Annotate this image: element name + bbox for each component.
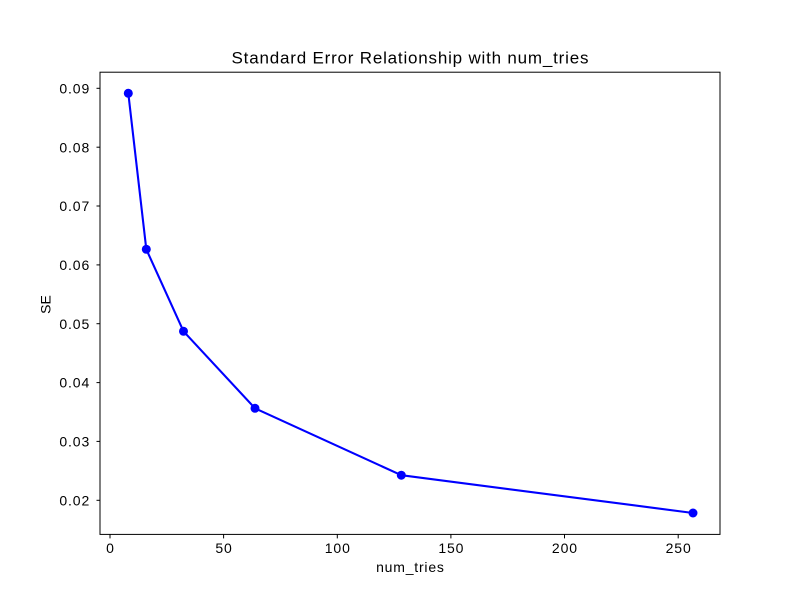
svg-text:0.04: 0.04 (59, 375, 90, 391)
svg-text:Standard Error Relationship wi: Standard Error Relationship with num_tri… (232, 48, 590, 67)
svg-text:0.08: 0.08 (59, 139, 90, 155)
svg-text:0.03: 0.03 (59, 434, 90, 450)
svg-text:0.02: 0.02 (59, 492, 90, 508)
svg-text:0.06: 0.06 (59, 257, 90, 273)
svg-text:0.07: 0.07 (59, 198, 90, 214)
svg-text:200: 200 (552, 540, 578, 556)
svg-text:0: 0 (106, 540, 115, 556)
svg-text:0.05: 0.05 (59, 316, 90, 332)
svg-text:100: 100 (325, 540, 351, 556)
svg-text:150: 150 (438, 540, 464, 556)
svg-text:50: 50 (215, 540, 232, 556)
svg-text:250: 250 (666, 540, 692, 556)
svg-text:SE: SE (38, 295, 54, 314)
svg-text:0.09: 0.09 (59, 80, 90, 96)
svg-text:num_tries: num_tries (376, 559, 445, 575)
